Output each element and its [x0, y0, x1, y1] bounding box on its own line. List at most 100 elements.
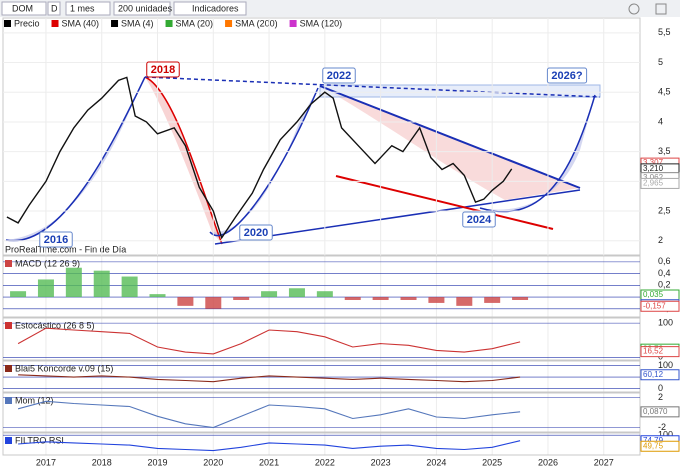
legend-label: SMA (200): [235, 18, 278, 28]
x-tick-label: 2020: [203, 457, 223, 467]
x-tick-label: 2017: [36, 457, 56, 467]
annotation-box: [546, 67, 588, 84]
annotation: 2026?: [546, 67, 588, 84]
price-marker-label: 0,0870: [643, 407, 668, 416]
histogram-bar: [344, 297, 361, 300]
panel-title: Blai5 Koncorde v.09 (15): [15, 363, 113, 373]
interval-box[interactable]: [65, 1, 111, 16]
panel-icon: [5, 365, 12, 372]
annotation: 2016: [39, 231, 73, 248]
x-tick-label: 2027: [594, 457, 614, 467]
histogram-bar: [316, 291, 333, 298]
histogram-bar: [400, 297, 417, 300]
y-tick-label: 100: [658, 360, 673, 370]
x-tick-label: 2019: [147, 457, 167, 467]
y-tick-label: 0,6: [658, 256, 671, 266]
series-line: [18, 440, 521, 452]
x-tick-label: 2025: [482, 457, 502, 467]
symbol-box[interactable]: [1, 1, 47, 16]
curve-2016: [5, 76, 146, 242]
legend-label: Precio: [14, 18, 40, 28]
histogram-bar: [261, 291, 278, 298]
price-marker: [640, 346, 680, 358]
histogram-bar: [93, 270, 110, 298]
panel-frame: [2, 360, 641, 393]
drawings: [5, 76, 601, 245]
price-marker: [640, 406, 680, 418]
histogram-bar: [65, 267, 82, 298]
annotation-box: [322, 67, 356, 84]
series-line: [17, 327, 521, 355]
menu-icon[interactable]: [655, 3, 667, 15]
annotation-label: 2022: [327, 70, 351, 82]
y-tick-label: 100: [658, 430, 673, 440]
y-tick-label: 0,2: [658, 280, 671, 290]
up-trendline: [214, 189, 581, 245]
legend-label: SMA (120): [300, 18, 343, 28]
annotation-label: 2024: [467, 214, 492, 226]
interval[interactable]: 1 mes: [70, 3, 95, 13]
histogram-bar: [149, 294, 166, 298]
y-tick-label: 0: [658, 383, 663, 393]
legend-swatch: [4, 20, 11, 27]
y-tick-label: 5: [658, 57, 663, 67]
red-trendline: [335, 175, 554, 230]
y-tick-label: 3,5: [658, 146, 671, 156]
price-marker-label: 3,062: [643, 173, 664, 182]
price-marker: [640, 177, 680, 189]
panel-title: MACD (12 26 9): [15, 258, 80, 268]
price-marker-label: 2,965: [643, 179, 664, 188]
price-marker-label: 0,035: [643, 290, 664, 299]
units-box[interactable]: [113, 1, 171, 16]
price-marker: [640, 440, 680, 452]
histogram-bar: [456, 297, 473, 306]
symbol[interactable]: DOM: [12, 3, 33, 13]
period-type-box[interactable]: [47, 1, 61, 16]
annotation-box: [239, 224, 273, 241]
resistance-dotted: [144, 76, 601, 98]
panel-frame: [2, 392, 641, 433]
x-tick-label: 2023: [371, 457, 391, 467]
series-line: [18, 374, 521, 383]
price-marker-label: 3,307: [643, 158, 664, 167]
panel-icon: [5, 437, 12, 444]
series-line: [17, 400, 521, 429]
indicators[interactable]: Indicadores: [192, 3, 239, 13]
y-tick-label: -2: [658, 422, 666, 432]
price-marker-label: 49,75: [643, 441, 664, 450]
y-tick-label: 2,5: [658, 205, 671, 215]
annotation-box: [462, 211, 496, 228]
curve-2018: [144, 76, 223, 245]
y-tick-label: 100: [658, 317, 673, 327]
watermark: ProRealTime.com - Fin de Día: [5, 244, 126, 254]
price-marker: [640, 300, 680, 312]
x-tick-label: 2022: [315, 457, 335, 467]
histogram-bar: [512, 297, 529, 300]
period-type[interactable]: D: [51, 3, 58, 13]
legend-swatch: [289, 20, 297, 27]
annotation-label: 2016: [44, 234, 68, 246]
price-marker-label: 3,210: [643, 164, 664, 173]
legend-swatch: [225, 20, 233, 27]
legend-label: SMA (4): [121, 18, 154, 28]
x-tick-label: 2018: [92, 457, 112, 467]
toolbar-items: DOM D 1 mes 200 unidades Indicadores: [1, 1, 667, 16]
annotation: 2018: [146, 61, 180, 78]
annotation-label: 2026?: [551, 70, 582, 82]
x-tick-label: 2026: [538, 457, 558, 467]
x-tick-label: 2024: [426, 457, 446, 467]
annotation: 2020: [239, 224, 273, 241]
annotation-box: [39, 231, 73, 248]
settings-icon[interactable]: [628, 3, 640, 15]
legend-label: SMA (20): [176, 18, 214, 28]
price-marker-label: 16,52: [643, 347, 664, 356]
panel-title: Estocástico (26 8 5): [15, 320, 95, 330]
indicators-box[interactable]: [173, 1, 247, 16]
units[interactable]: 200 unidades: [118, 3, 173, 13]
panel-frame: [2, 17, 641, 256]
histogram-bar: [10, 291, 27, 298]
series-line: [6, 76, 513, 240]
annotation: 2022: [322, 67, 356, 84]
panel-icon: [5, 322, 12, 329]
